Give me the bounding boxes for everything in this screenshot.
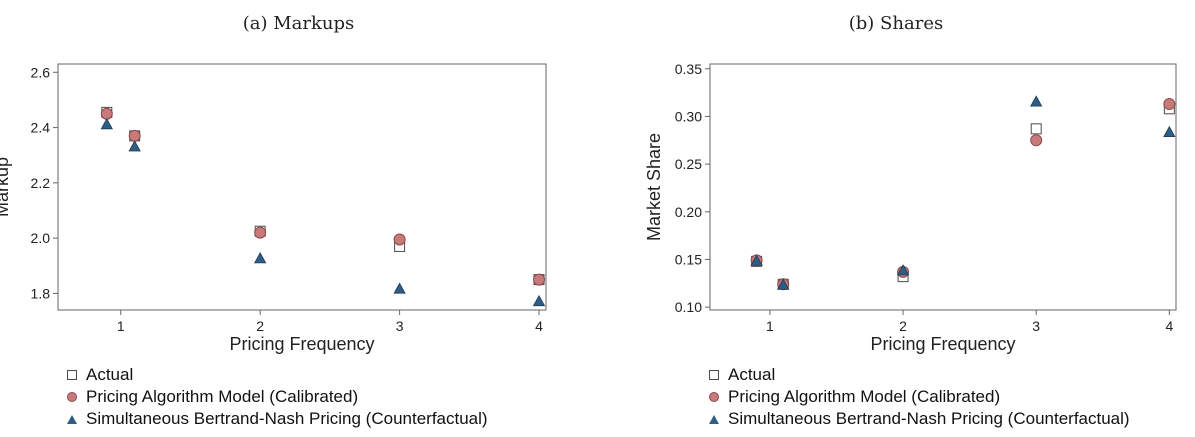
y-tick-label: 2.0 (31, 230, 51, 246)
chart-legend: Actual Pricing Algorithm Model (Calibrat… (66, 364, 488, 430)
x-axis-label: Pricing Frequency (229, 334, 374, 354)
x-tick-label: 1 (766, 318, 774, 334)
data-point-circle (100, 107, 113, 120)
y-tick-label: 0.35 (675, 61, 702, 77)
chart-legend: Actual Pricing Algorithm Model (Calibrat… (708, 364, 1130, 430)
data-point-circle (1163, 98, 1176, 111)
legend-label: Simultaneous Bertrand-Nash Pricing (Coun… (86, 409, 488, 428)
chart-title: (a) Markups (242, 13, 355, 34)
legend-label: Actual (86, 365, 134, 384)
data-point-triangle (128, 140, 141, 152)
y-tick-label: 2.4 (31, 120, 51, 136)
data-point-triangle (896, 264, 910, 276)
legend-triangle-marker (708, 413, 720, 425)
y-axis-label: Markup (0, 157, 12, 217)
data-point-circle (393, 233, 406, 246)
legend-item-calibrated: Pricing Algorithm Model (Calibrated) (708, 386, 1130, 408)
legend-label: Actual (728, 365, 776, 384)
data-point-circle (533, 273, 546, 286)
x-tick-label: 4 (535, 318, 543, 334)
data-point-circle (254, 226, 267, 239)
legend-triangle-marker (66, 413, 78, 425)
y-tick-label: 0.10 (675, 299, 702, 315)
data-point-triangle (750, 254, 763, 266)
y-axis-label: Market Share (644, 133, 664, 241)
data-point-square (1030, 123, 1042, 135)
chart-svg-markups: 1.8 2.0 2.2 2.4 2.6 1 2 3 4 Pricing Frequency Mark… (0, 63, 547, 354)
x-tick-label: 2 (899, 318, 907, 334)
y-tick-label: 0.30 (675, 108, 702, 124)
legend-item-counterfactual: Simultaneous Bertrand-Nash Pricing (Coun… (66, 408, 488, 430)
plot-frame (709, 63, 1177, 311)
chart-panel-markups: (a) Markups 1.8 2.0 2.2 2.4 2.6 1 2 3 4 Pricing F… (0, 0, 597, 437)
data-point-circle (128, 129, 141, 142)
x-tick-label: 1 (117, 318, 125, 334)
legend-square-marker (66, 369, 78, 381)
plot-frame (57, 63, 547, 311)
legend-circle-marker (66, 391, 78, 403)
data-point-triangle (532, 294, 546, 307)
data-point-triangle (393, 282, 406, 294)
legend-item-calibrated: Pricing Algorithm Model (Calibrated) (66, 386, 488, 408)
data-point-triangle (100, 117, 113, 130)
data-point-triangle (1163, 125, 1176, 138)
legend-circle-marker (708, 391, 720, 403)
legend-item-counterfactual: Simultaneous Bertrand-Nash Pricing (Coun… (708, 408, 1130, 430)
x-axis-label: Pricing Frequency (870, 334, 1015, 354)
x-tick-label: 2 (256, 318, 264, 334)
y-tick-label: 0.25 (675, 156, 702, 172)
chart-title: (b) Shares (848, 13, 944, 34)
legend-item-actual: Actual (708, 364, 1130, 386)
y-tick-label: 0.20 (675, 204, 702, 220)
legend-label: Pricing Algorithm Model (Calibrated) (728, 387, 1001, 406)
data-point-triangle (1030, 95, 1043, 107)
x-tick-label: 3 (1032, 318, 1040, 334)
y-tick-label: 2.2 (31, 175, 51, 191)
legend-item-actual: Actual (66, 364, 488, 386)
legend-square-marker (708, 369, 720, 381)
data-point-triangle (777, 278, 790, 290)
y-tick-label: 2.6 (31, 64, 51, 80)
data-point-circle (1030, 134, 1043, 147)
chart-panel-shares: (b) Shares 0.10 0.15 0.20 0.25 0.30 0.35 1 2 3 4 P… (597, 0, 1195, 437)
data-point-triangle (253, 252, 267, 264)
y-tick-label: 1.8 (31, 285, 51, 301)
x-tick-label: 4 (1165, 318, 1173, 334)
legend-label: Simultaneous Bertrand-Nash Pricing (Coun… (728, 409, 1130, 428)
y-tick-label: 0.15 (675, 251, 702, 267)
x-tick-label: 3 (396, 318, 404, 334)
legend-label: Pricing Algorithm Model (Calibrated) (86, 387, 359, 406)
chart-svg-shares: 0.10 0.15 0.20 0.25 0.30 0.35 1 2 3 4 Pricing Freq… (644, 61, 1177, 354)
